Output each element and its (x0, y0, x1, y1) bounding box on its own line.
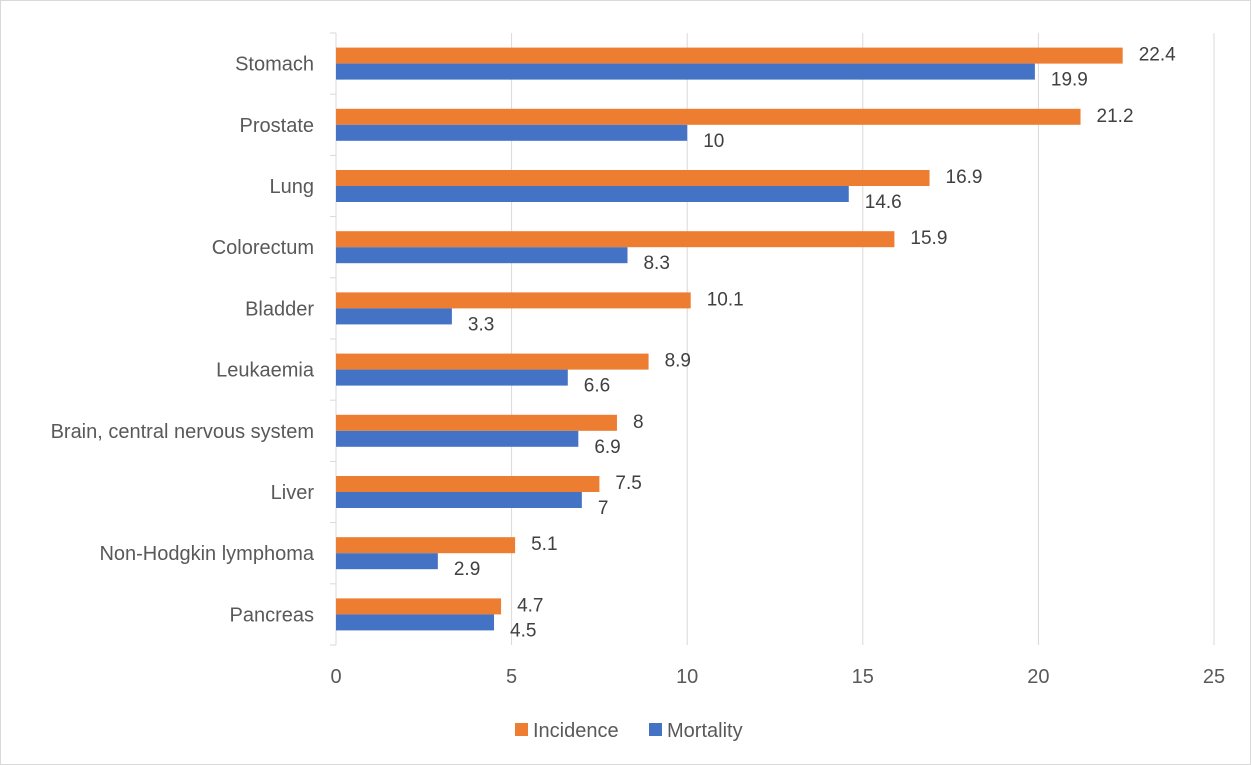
bar-incidence-bladder (336, 292, 691, 309)
data-label-incidence-pancreas: 4.7 (517, 595, 543, 616)
legend-label-mortality: Mortality (667, 720, 743, 742)
legend-swatch-mortality (649, 723, 662, 736)
data-label-incidence-leukaemia: 8.9 (665, 351, 691, 372)
data-label-incidence-bladder: 10.1 (707, 289, 744, 310)
data-label-mortality-leukaemia: 6.6 (584, 376, 610, 397)
bar-mortality-colorectum (336, 247, 628, 264)
data-label-mortality-brain-central-nervous-system: 6.9 (594, 437, 620, 458)
bar-mortality-pancreas (336, 614, 495, 631)
bar-incidence-stomach (336, 47, 1123, 64)
bar-incidence-colorectum (336, 231, 895, 248)
data-label-incidence-brain-central-nervous-system: 8 (633, 412, 644, 433)
bar-incidence-non-hodgkin-lymphoma (336, 537, 516, 554)
bar-mortality-leukaemia (336, 369, 568, 386)
category-label-lung: Lung (270, 176, 315, 198)
category-label-bladder: Bladder (245, 298, 314, 320)
x-tick-label: 5 (506, 666, 517, 688)
legend: Incidence Mortality (515, 720, 743, 742)
bar-incidence-pancreas (336, 598, 502, 615)
category-label-brain-central-nervous-system: Brain, central nervous system (51, 421, 314, 443)
bar-incidence-brain-central-nervous-system (336, 414, 617, 431)
bar-mortality-lung (336, 186, 849, 202)
data-label-mortality-lung: 14.6 (865, 192, 902, 213)
x-tick-label: 0 (330, 666, 341, 688)
bar-mortality-bladder (336, 308, 452, 325)
data-label-incidence-lung: 16.9 (946, 167, 983, 188)
data-label-mortality-non-hodgkin-lymphoma: 2.9 (454, 559, 480, 580)
data-label-incidence-non-hodgkin-lymphoma: 5.1 (531, 534, 557, 555)
data-label-mortality-bladder: 3.3 (468, 314, 494, 335)
category-label-prostate: Prostate (240, 115, 314, 137)
bar-mortality-non-hodgkin-lymphoma (336, 553, 438, 570)
category-label-colorectum: Colorectum (212, 237, 314, 259)
data-label-mortality-stomach: 19.9 (1051, 70, 1088, 91)
category-label-liver: Liver (271, 482, 315, 504)
data-label-mortality-liver: 7 (598, 498, 609, 519)
bars (336, 47, 1123, 631)
bar-incidence-liver (336, 476, 600, 492)
data-label-mortality-pancreas: 4.5 (510, 620, 536, 641)
category-label-non-hodgkin-lymphoma: Non-Hodgkin lymphoma (99, 543, 314, 565)
data-label-incidence-prostate: 21.2 (1097, 106, 1134, 127)
bar-incidence-leukaemia (336, 353, 649, 370)
bar-incidence-lung (336, 170, 930, 186)
legend-label-incidence: Incidence (533, 720, 619, 742)
category-label-leukaemia: Leukaemia (216, 360, 315, 382)
data-label-incidence-liver: 7.5 (615, 473, 641, 494)
bar-mortality-liver (336, 492, 582, 508)
bar-mortality-prostate (336, 124, 688, 141)
category-label-pancreas: Pancreas (230, 604, 315, 626)
value-axis-ticks: 0 5 10 15 20 25 (330, 666, 1225, 688)
x-tick-label: 10 (676, 666, 698, 688)
data-labels: 22.4 19.9 21.2 10 16.9 14.6 15.9 8.3 10.1 3.3 8.9 6… (454, 45, 1176, 642)
data-label-mortality-prostate: 10 (703, 131, 724, 152)
data-label-incidence-stomach: 22.4 (1139, 45, 1176, 66)
data-label-incidence-colorectum: 15.9 (910, 228, 947, 249)
bar-mortality-brain-central-nervous-system (336, 430, 579, 447)
bar-incidence-prostate (336, 108, 1081, 125)
x-tick-label: 25 (1203, 666, 1225, 688)
category-label-stomach: Stomach (235, 54, 314, 76)
data-label-mortality-colorectum: 8.3 (643, 253, 669, 274)
category-axis: Stomach Prostate Lung Colorectum Bladder Leuk… (51, 32, 337, 646)
legend-swatch-incidence (515, 723, 528, 736)
x-tick-label: 15 (852, 666, 874, 688)
x-tick-label: 20 (1027, 666, 1049, 688)
bar-mortality-stomach (336, 63, 1035, 80)
